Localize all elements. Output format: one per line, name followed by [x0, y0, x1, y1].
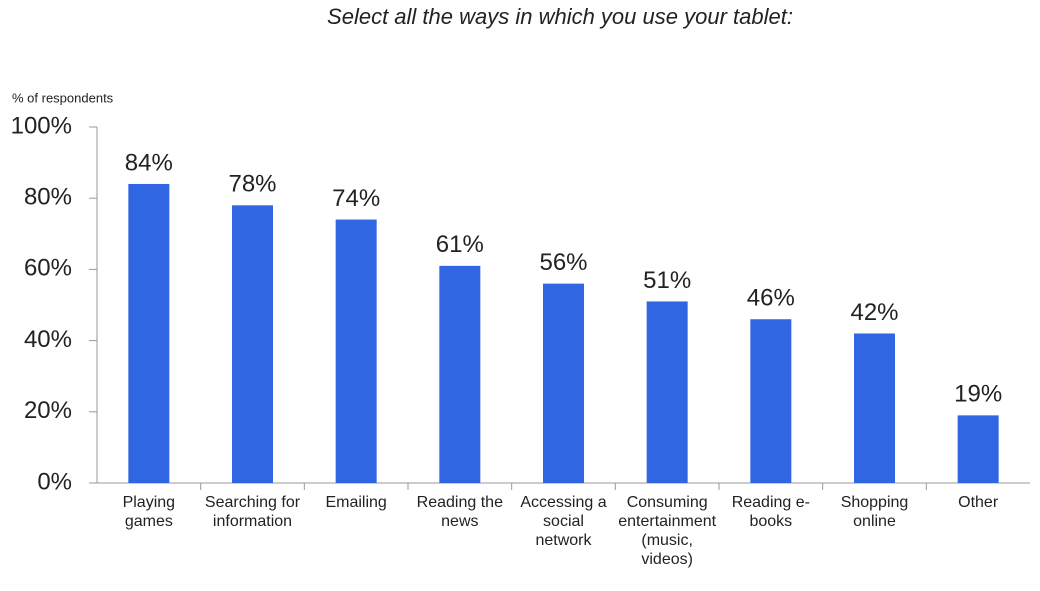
y-tick-label: 80% [24, 184, 72, 211]
x-tick-label: Reading e-books [731, 494, 810, 530]
bar [854, 333, 895, 483]
x-tick-label: Playing games [122, 494, 176, 530]
y-axis-label: % of respondents [12, 90, 114, 105]
bar [335, 219, 377, 483]
value-label: 51% [643, 267, 691, 294]
y-tick-label: 40% [24, 326, 72, 353]
chart-title: Select all the ways in which you use you… [327, 4, 793, 29]
x-tick-label: Reading the news [416, 494, 503, 530]
bar [750, 319, 792, 483]
value-label: 19% [954, 381, 1002, 408]
x-tick-label: Other [958, 494, 999, 511]
value-label: 84% [125, 149, 173, 176]
x-tick-label: Shopping online [840, 494, 909, 530]
bar [646, 301, 688, 483]
value-label: 61% [436, 231, 484, 258]
bar [957, 415, 999, 483]
bar [439, 265, 481, 483]
x-tick-label: Accessing a social network [520, 494, 607, 549]
x-tick-label: Emailing [325, 494, 387, 511]
y-tick-label: 100% [11, 112, 72, 139]
x-tick-label: Searching for information [204, 494, 301, 530]
bar [543, 283, 584, 483]
bar [232, 205, 273, 483]
value-label: 78% [228, 171, 276, 198]
x-tick-label: Consuming entertainment (music, videos) [618, 494, 717, 568]
y-tick-label: 20% [24, 397, 72, 424]
y-tick-label: 0% [37, 468, 72, 495]
y-tick-label: 60% [24, 255, 72, 282]
value-label: 42% [850, 299, 898, 326]
value-label: 46% [747, 285, 795, 312]
value-label: 56% [539, 249, 587, 276]
bar [128, 183, 170, 483]
value-label: 74% [332, 185, 380, 212]
